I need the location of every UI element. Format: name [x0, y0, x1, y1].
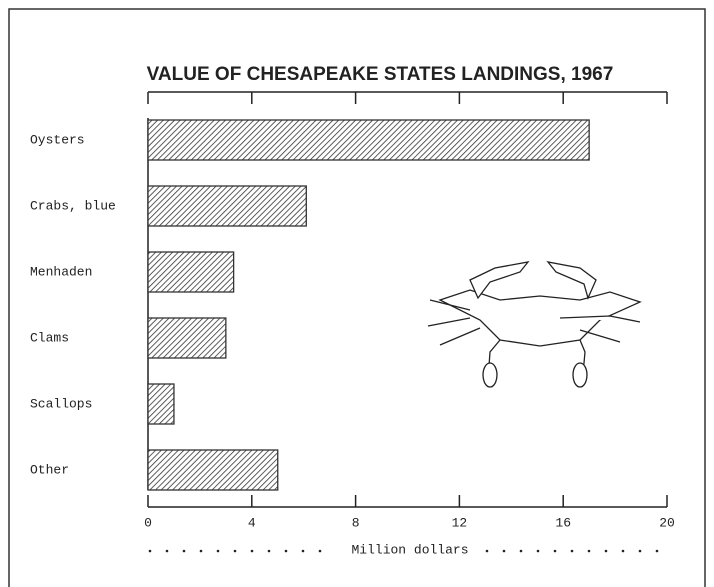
dot: [166, 550, 169, 553]
y-tick-label: Other: [30, 462, 69, 477]
dot: [149, 550, 152, 553]
chart-title: VALUE OF CHESAPEAKE STATES LANDINGS, 196…: [147, 64, 614, 85]
y-tick-label: Clams: [30, 330, 69, 345]
dot: [554, 550, 557, 553]
dot: [588, 550, 591, 553]
x-tick-label: 20: [659, 515, 675, 530]
y-tick-label: Oysters: [30, 132, 85, 147]
x-tick-label: 12: [452, 515, 468, 530]
x-tick-label: 16: [555, 515, 571, 530]
dot: [486, 550, 489, 553]
y-tick-label: Menhaden: [30, 264, 92, 279]
dot: [285, 550, 288, 553]
bar: [148, 252, 234, 292]
x-axis-label: Million dollars: [351, 542, 468, 557]
dot: [503, 550, 506, 553]
dot: [605, 550, 608, 553]
dot: [656, 550, 659, 553]
dot: [639, 550, 642, 553]
bar: [148, 318, 226, 358]
bar: [148, 120, 589, 160]
dot: [268, 550, 271, 553]
dot: [217, 550, 220, 553]
dot: [251, 550, 254, 553]
crab-illustration: [428, 262, 640, 387]
y-tick-label: Crabs, blue: [30, 198, 116, 213]
y-tick-label: Scallops: [30, 396, 92, 411]
dot: [200, 550, 203, 553]
bar: [148, 186, 306, 226]
chart: VALUE OF CHESAPEAKE STATES LANDINGS, 196…: [0, 0, 714, 587]
dot: [520, 550, 523, 553]
dot: [302, 550, 305, 553]
bar: [148, 384, 174, 424]
dot: [622, 550, 625, 553]
bar: [148, 450, 278, 490]
dot: [319, 550, 322, 553]
x-tick-label: 8: [352, 515, 360, 530]
dot: [234, 550, 237, 553]
x-tick-label: 0: [144, 515, 152, 530]
dot: [571, 550, 574, 553]
x-tick-label: 4: [248, 515, 256, 530]
dot: [537, 550, 540, 553]
dot: [183, 550, 186, 553]
